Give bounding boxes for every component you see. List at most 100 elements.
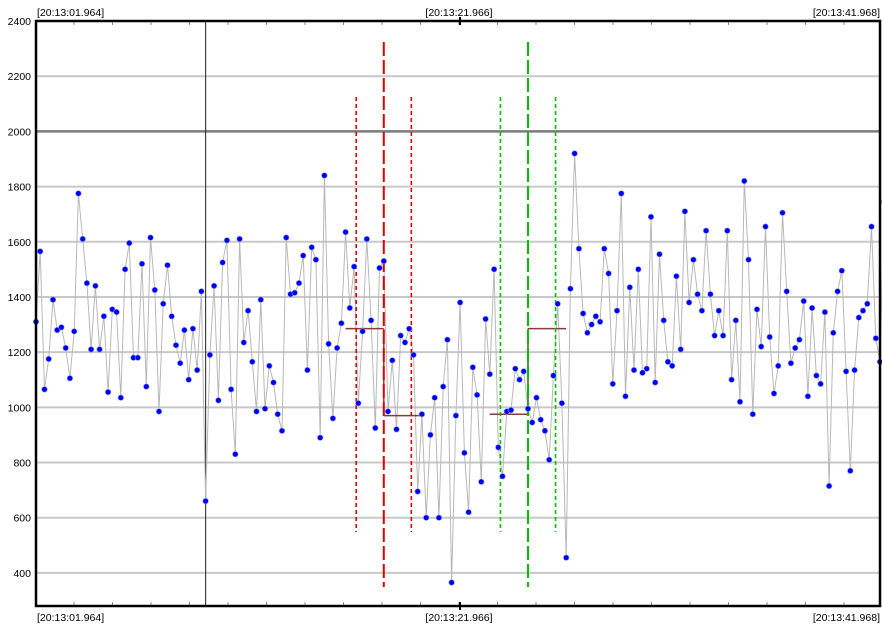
data-point [62, 344, 69, 352]
data-point [719, 332, 727, 339]
data-point [656, 251, 663, 258]
data-point [872, 335, 879, 342]
y-tick-label: 800 [13, 458, 31, 470]
data-point [601, 245, 608, 252]
data-point [779, 209, 786, 216]
marker-lines[interactable] [355, 42, 557, 587]
data-point [181, 327, 188, 334]
data-point [728, 376, 735, 383]
data-point [584, 329, 591, 336]
data-point [49, 296, 57, 303]
plot-frame [34, 19, 882, 608]
data-point [762, 223, 769, 230]
data-point [177, 360, 184, 367]
data-point [512, 365, 519, 372]
data-point [830, 329, 837, 336]
data-point [100, 313, 107, 320]
y-tick-label: 2400 [8, 16, 32, 28]
data-point [75, 190, 82, 197]
data-point [694, 291, 701, 298]
data-point [312, 256, 320, 263]
data-point [300, 252, 307, 259]
data-point [215, 397, 222, 404]
data-point [685, 299, 693, 306]
data-point [448, 579, 455, 586]
data-point [507, 407, 515, 414]
data-point [427, 431, 434, 439]
top-time-label-left: [20:13:01.964] [37, 7, 104, 19]
data-point [261, 405, 269, 412]
data-point [121, 266, 129, 273]
data-point [499, 473, 506, 480]
data-point [745, 256, 752, 263]
data-point [308, 244, 315, 251]
data-point [491, 266, 498, 273]
data-point [859, 307, 867, 314]
data-point [715, 307, 722, 314]
data-point [83, 280, 90, 287]
data-point [596, 318, 604, 325]
data-point [533, 394, 540, 401]
data-point [291, 289, 298, 296]
data-point [338, 320, 345, 327]
data-point [817, 380, 824, 388]
data-points [32, 150, 882, 586]
data-point [346, 304, 353, 312]
data-point [41, 386, 48, 393]
data-point [440, 383, 447, 390]
data-point [236, 235, 243, 243]
data-point [758, 343, 765, 350]
data-point [554, 300, 561, 307]
data-point [257, 296, 264, 303]
data-point [516, 376, 523, 383]
data-point [541, 427, 549, 434]
data-point [563, 554, 570, 561]
data-point [363, 235, 370, 243]
top-time-label-right: [20:13:41.968] [813, 7, 880, 19]
data-point [613, 307, 621, 314]
data-point [232, 451, 239, 458]
data-point [380, 258, 387, 265]
data-point [749, 411, 756, 418]
data-point [753, 306, 761, 313]
data-point [189, 325, 196, 332]
data-point [431, 394, 438, 401]
data-point [775, 362, 782, 370]
data-point [198, 288, 205, 295]
y-axis-tick-labels: 400 600 800 1000 1200 1400 1600 1800 2000 2200 240… [8, 16, 32, 580]
data-point [847, 467, 854, 474]
data-point [702, 227, 710, 234]
y-tick-label: 1200 [8, 347, 32, 359]
data-point [821, 309, 829, 316]
data-point [579, 310, 587, 317]
data-point [317, 434, 324, 441]
data-point [117, 394, 124, 401]
data-point [537, 416, 544, 423]
data-point [87, 346, 95, 353]
data-point [194, 367, 201, 374]
data-point [457, 299, 464, 306]
data-point [79, 235, 86, 243]
data-point [274, 411, 281, 418]
data-point [104, 389, 112, 396]
data-point [155, 408, 163, 415]
data-point [834, 288, 841, 295]
data-point [376, 264, 383, 272]
grid-lines [36, 20, 880, 574]
x-axis-ticks [73, 17, 845, 610]
y-tick-label: 2000 [8, 126, 32, 138]
data-point [707, 291, 714, 298]
y-tick-label: 1800 [8, 182, 32, 194]
data-point [138, 260, 146, 267]
data-point [143, 383, 150, 390]
data-point [253, 408, 260, 415]
data-point [329, 415, 337, 422]
data-point [372, 424, 379, 432]
y-tick-label: 1400 [8, 292, 32, 304]
data-point [643, 365, 650, 372]
data-point [677, 346, 684, 353]
data-point [546, 456, 553, 463]
data-point [410, 351, 417, 359]
data-point [334, 344, 341, 352]
data-point [652, 379, 659, 386]
